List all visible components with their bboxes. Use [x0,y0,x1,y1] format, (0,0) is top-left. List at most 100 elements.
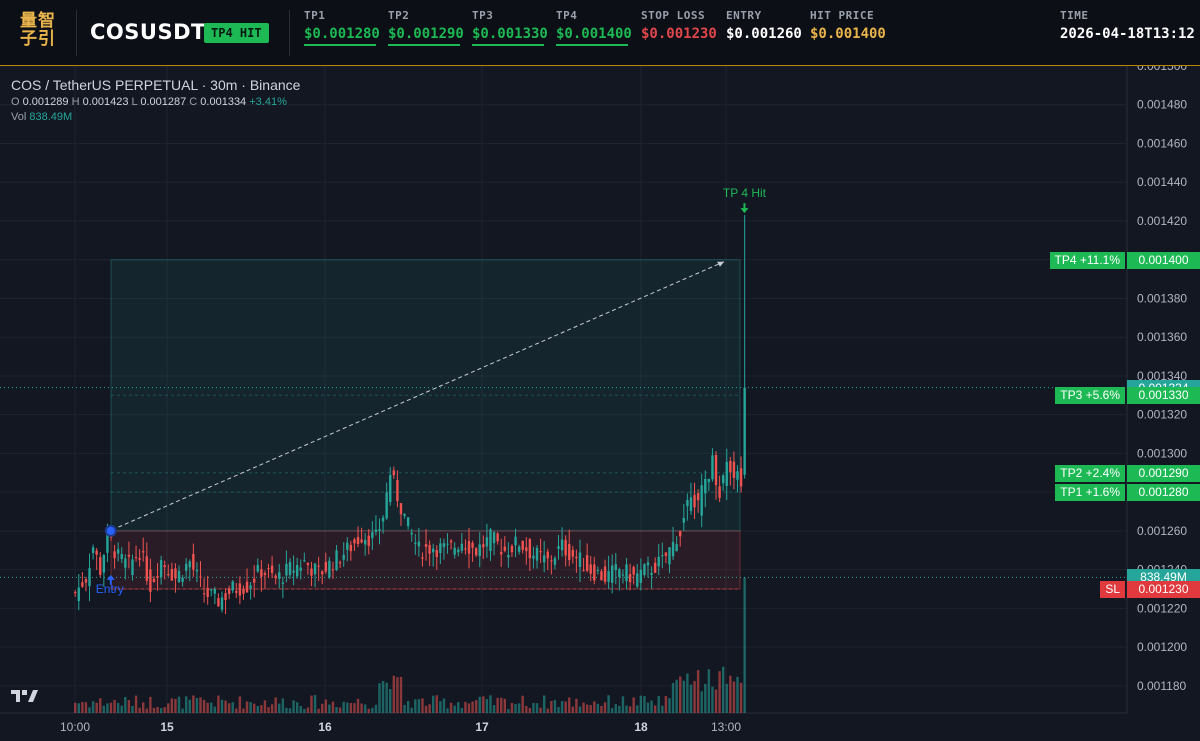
status-badge: TP4 HIT [204,23,269,43]
price-tag-label: TP2 +2.4% [1055,464,1125,482]
volume-bar [224,700,227,713]
volume-bar [138,707,141,713]
volume-bar [324,699,327,713]
candle-body [238,583,242,596]
candle-body [292,570,295,573]
volume-bar [142,702,145,713]
volume-bar [686,673,689,713]
vol-label: Vol [11,111,27,123]
price-axis-label: 0.001320 [1137,408,1187,422]
field-entry: ENTRY $0.001260 [726,9,802,42]
legend-ohlc: O 0.001289 H 0.001423 L 0.001287 C 0.001… [11,96,300,108]
volume-bar [109,702,113,713]
candle-body [210,589,213,591]
candle-body [324,561,327,572]
volume-bar [639,695,643,713]
candle-body [167,573,170,576]
candle-body [177,570,181,582]
volume-bar [414,699,417,713]
volume-bar [95,702,98,713]
field-tp1: TP1 $0.001280 [304,9,380,46]
volume-bar [568,697,571,713]
volume-bar [424,705,428,713]
candle-body [163,565,166,568]
volume-bar [618,705,621,713]
candle-body [253,578,256,583]
candle-body [553,558,557,565]
candle-body [550,560,553,562]
volume-bar [646,702,650,713]
volume-bar [188,699,191,713]
price-axis-label: 0.001500 [1137,66,1187,73]
chart-pane[interactable]: Entry TP 4 Hit 0.001500 0.001480 0.001460 0.0… [0,66,1200,741]
candle-body [474,548,478,556]
candle-body [686,500,689,506]
volume-bar [575,698,578,713]
volume-bar [632,697,635,713]
candle-body [389,475,392,503]
price-axis-label: 0.001340 [1137,369,1187,383]
volume-bar [406,701,410,713]
candle-body [460,543,464,551]
candle-body [671,541,675,557]
candle-body [385,492,388,519]
volume-bar [371,707,374,713]
volume-bar [600,706,603,713]
volume-bar [743,577,746,713]
candle-body [603,566,607,582]
price-axis-label: 0.001360 [1137,330,1187,344]
volume-bar [181,708,184,713]
volume-bar [682,680,685,713]
volume-bar [607,695,610,713]
volume-bar [496,697,499,713]
candle-body [732,461,736,478]
candle-body [449,540,453,543]
volume-bar [467,703,471,713]
candle-body [74,591,77,594]
candle-body [310,568,313,576]
entry-arrow-icon [106,574,115,585]
candle-body [521,540,524,550]
volume-bar [310,695,313,713]
candle-body [145,556,148,581]
volume-bar [417,699,421,713]
volume-bar [546,708,549,713]
field-value: $0.001400 [556,26,632,42]
candle-body [260,569,263,577]
tradingview-logo-icon[interactable] [11,688,41,704]
candle-body [99,557,102,575]
candle-body [442,543,446,548]
price-tag-label: TP1 +1.6% [1055,484,1125,502]
volume-bar [389,688,392,713]
candle-body [729,460,732,472]
candle-body [607,571,610,582]
field-label: TP3 [472,9,494,22]
volume-bar [152,707,156,713]
volume-bars [74,577,746,713]
candle-body [721,475,725,484]
price-chart[interactable]: Entry TP 4 Hit 0.001500 0.001480 0.001460 0.0… [0,66,1200,741]
volume-bar [582,702,585,713]
volume-bar [535,703,539,713]
volume-bar [457,702,460,713]
volume-bar [578,706,582,713]
volume-bar [611,708,614,713]
volume-bar [328,704,331,713]
candle-body [392,470,396,476]
price-tag-label: TP4 +11.1% [1049,251,1125,269]
volume-bar [167,703,170,713]
profit-zone [110,259,741,532]
candle-body [575,556,578,559]
volume-bar [227,703,231,713]
volume-bar [564,701,567,713]
candle-body [127,554,131,557]
candle-body [657,556,660,567]
candle-body [181,577,184,582]
volume-bar [120,705,123,713]
volume-bar [671,683,675,713]
volume-bar [553,700,557,713]
volume-bar [285,707,288,713]
candle-body [131,559,134,575]
volume-bar [235,708,238,713]
candle-body [478,544,481,557]
